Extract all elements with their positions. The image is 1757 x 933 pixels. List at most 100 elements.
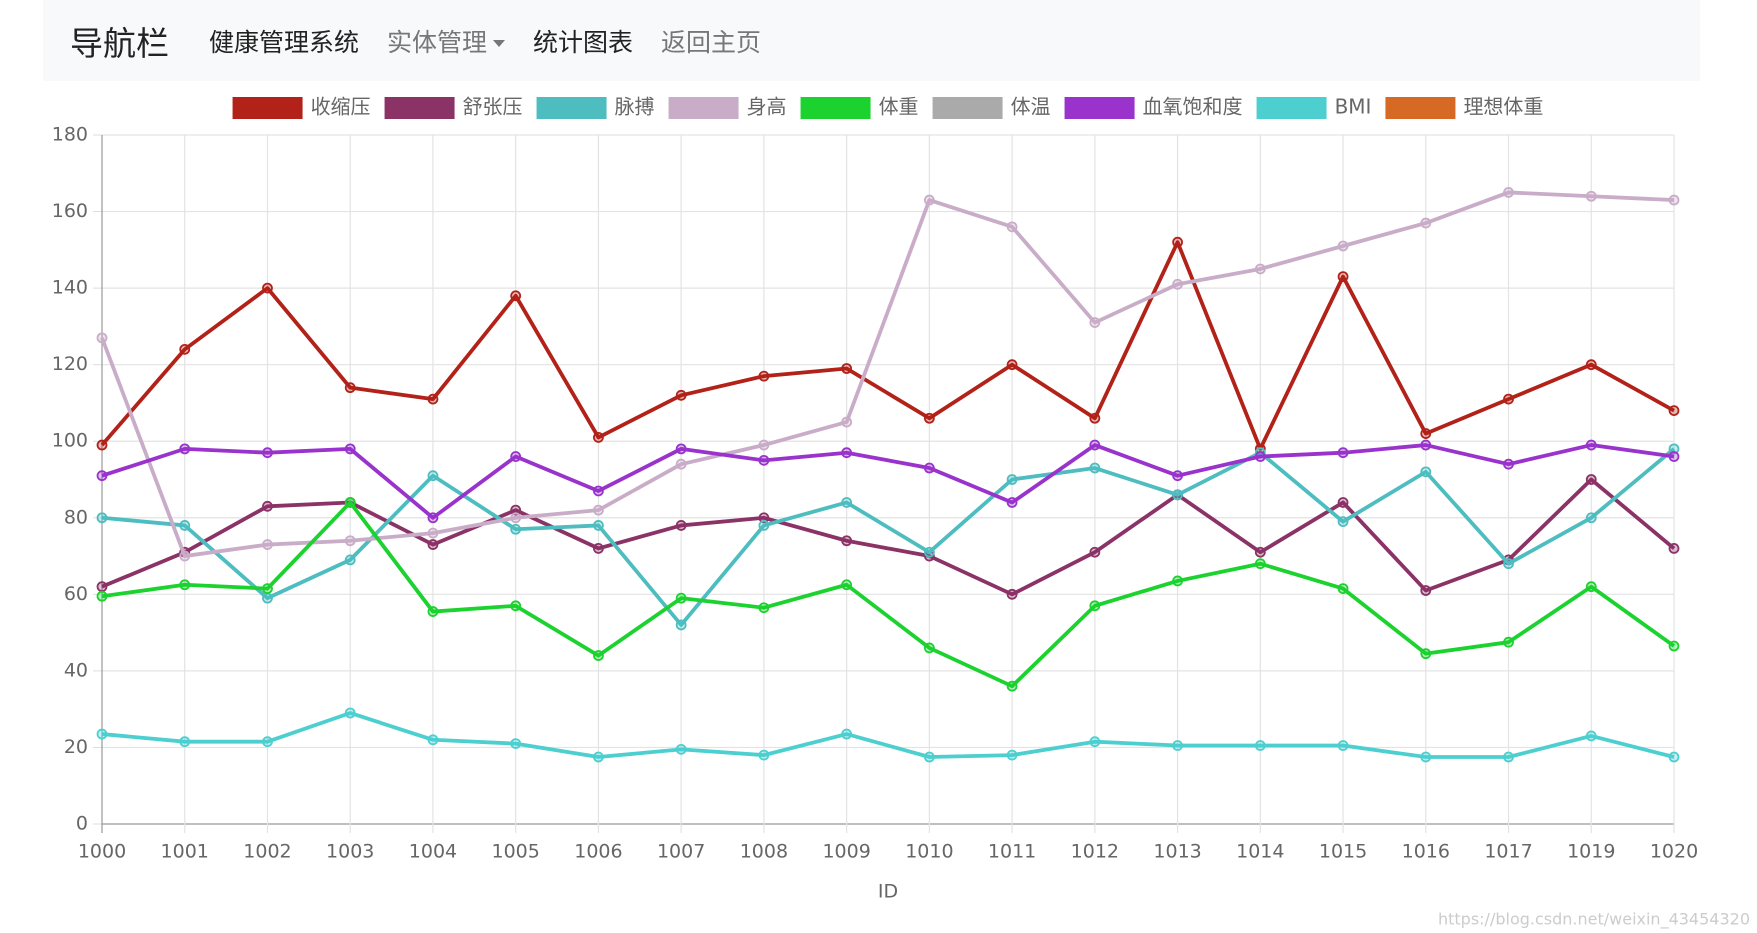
data-point [262,583,273,594]
data-point [344,707,356,719]
data-point [675,619,687,631]
data-point [593,485,604,497]
data-point [1089,736,1101,748]
data-point [1420,439,1432,451]
data-point [1420,217,1432,229]
series-line [100,190,1675,558]
legend-swatch [800,97,871,119]
data-point [593,520,604,531]
data-point [1503,187,1514,198]
data-point [1585,730,1597,742]
data-point [923,412,935,424]
data-point [593,751,604,763]
legend-label: 脉搏 [615,95,655,119]
data-point [344,497,356,508]
navbar: 导航栏 健康管理系统 实体管理 统计图表 返回主页 [43,0,1700,81]
data-point [262,447,273,459]
data-point [1337,240,1349,252]
nav-item[interactable]: 健康管理系统 [209,27,360,57]
data-point [510,523,522,535]
data-point [1254,263,1266,275]
data-point [841,535,853,547]
nav-item[interactable]: 统计图表 [533,27,634,57]
x-tick-label: 1008 [740,841,788,863]
data-point [1337,271,1349,283]
series-line [101,443,1675,520]
data-point [1420,428,1432,439]
data-point [593,431,604,443]
data-point [1254,558,1266,570]
data-point [427,539,439,550]
data-point [344,382,356,394]
data-point [179,343,191,355]
data-point [841,497,853,508]
data-point [1089,317,1101,328]
data-point [1006,680,1018,692]
legend-label: 体温 [1011,95,1051,119]
legend-label: 身高 [747,95,787,119]
data-point [1089,600,1101,612]
data-point [841,579,853,591]
data-point [758,512,770,524]
data-point [344,554,356,566]
data-point [1585,581,1597,593]
legend-swatch [668,97,739,119]
data-point [1668,451,1680,462]
data-point [1420,585,1432,596]
data-point [923,642,935,654]
data-point [179,736,191,748]
data-point [262,500,273,512]
data-point [1172,575,1183,587]
watermark: https://blog.csdn.net/weixin_43454320 [1438,910,1750,930]
data-point [1668,640,1680,652]
data-point [510,290,522,302]
data-point [841,416,853,428]
data-point [1503,751,1514,763]
data-point [510,504,522,516]
x-tick-label: 1013 [1153,841,1201,863]
data-point [923,462,935,474]
data-point [344,535,356,547]
nav-brand[interactable]: 导航栏 [70,23,169,63]
x-tick-label: 1009 [822,841,870,863]
data-point [593,650,604,661]
nav-dropdown[interactable]: 实体管理 [387,23,506,59]
x-tick-label: 1007 [657,841,705,863]
x-tick-label: 1012 [1071,841,1119,863]
data-point [179,443,191,455]
data-point [427,734,439,746]
data-point [1172,740,1183,751]
data-point [427,470,439,482]
series-line [100,240,1675,451]
data-point [510,600,522,612]
x-tick-label: 1001 [161,841,209,863]
data-point [1006,497,1018,508]
x-tick-label: 1020 [1650,841,1698,863]
data-point [510,738,522,750]
y-tick-label: 0 [76,813,88,835]
legend-label: 血氧饱和度 [1143,95,1243,119]
data-point [1503,636,1514,648]
series-line [101,477,1676,597]
legend-swatch [1385,97,1456,119]
data-point [510,512,522,524]
data-point [593,543,604,554]
x-tick-label: 1002 [243,841,291,863]
data-point [427,393,439,405]
data-point [1172,470,1183,482]
data-point [1585,474,1597,485]
data-point [262,736,273,748]
data-point [1668,405,1680,417]
data-point [179,520,191,531]
nav-item[interactable]: 返回主页 [661,27,762,57]
data-point [96,728,108,740]
x-tick-label: 1014 [1236,841,1284,863]
data-point [923,751,935,763]
data-point [1337,447,1349,459]
data-point [96,470,108,482]
data-point [923,194,935,206]
y-tick-label: 40 [64,659,88,681]
data-point [675,743,687,755]
data-point [758,520,770,531]
data-point [96,581,108,593]
